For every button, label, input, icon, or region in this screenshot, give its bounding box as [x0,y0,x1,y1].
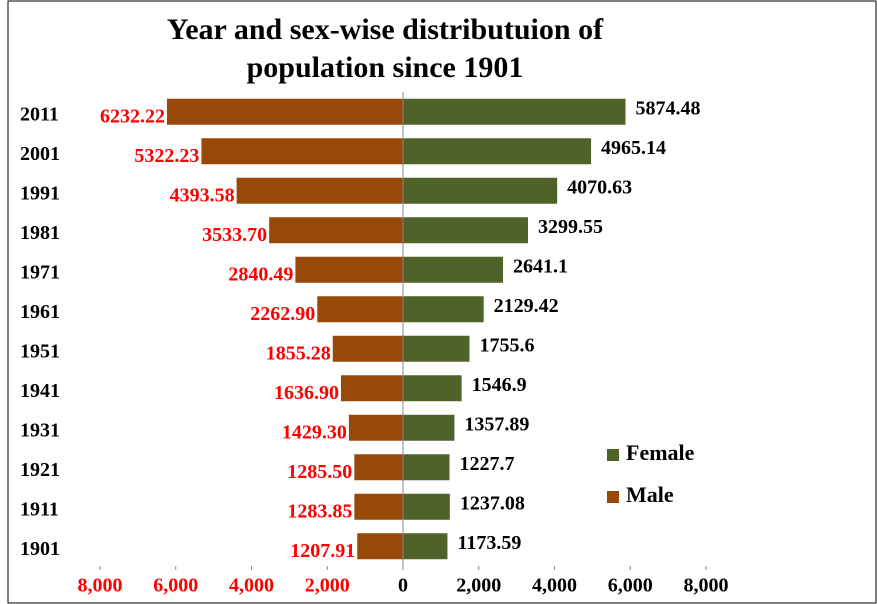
data-label: 2641.1 [513,255,568,277]
x-tick-label: 2,000 [456,575,501,597]
bar [403,493,450,520]
data-label: 1357.89 [464,413,529,435]
bar [357,533,403,560]
bar [295,256,403,283]
y-tick-label: 1991 [20,182,60,204]
bar [403,414,455,441]
data-label: 3299.55 [538,216,603,238]
y-tick-label: 1971 [20,261,60,283]
y-tick-label: 1911 [20,498,59,520]
data-label: 1636.90 [274,382,339,404]
x-tick-label: 4,000 [532,575,577,597]
legend-swatch [607,449,619,461]
data-label: 1283.85 [287,500,352,522]
x-tick-label: 8,000 [684,575,729,597]
bar [348,414,403,441]
data-label: 6232.22 [100,105,165,127]
y-tick-label: 1981 [20,222,60,244]
bar [354,493,403,520]
bar [403,217,528,244]
data-label: 5874.48 [635,97,700,119]
y-tick-label: 1951 [20,340,60,362]
bar [332,335,403,362]
legend-label: Male [626,482,674,507]
bar [166,98,403,125]
legend-swatch [607,491,619,503]
bar [403,533,448,560]
x-tick-label: 2,000 [305,575,350,597]
bar [403,177,558,204]
y-tick-label: 1961 [20,301,60,323]
data-label: 1237.08 [460,492,525,514]
y-tick-label: 2001 [20,143,60,165]
bar [403,335,470,362]
x-tick-label: 0 [398,575,408,597]
x-tick-label: 6,000 [608,575,653,597]
data-label: 2262.90 [250,303,315,325]
bar [354,454,403,481]
data-label: 2840.49 [228,263,293,285]
data-label: 4070.63 [567,176,632,198]
bar [403,454,450,481]
legend-label: Female [626,440,695,465]
chart-title: population since 1901 [247,51,524,84]
x-tick-label: 6,000 [153,575,198,597]
y-tick-label: 1931 [20,419,60,441]
chart-title: Year and sex-wise distributuion of [167,13,604,46]
x-tick-label: 4,000 [229,575,274,597]
x-tick-label: 8,000 [78,575,123,597]
bar [201,138,403,165]
data-label: 1207.91 [290,540,355,562]
data-label: 2129.42 [494,295,559,317]
data-label: 1755.6 [479,334,534,356]
bar [341,375,403,402]
y-tick-label: 1941 [20,380,60,402]
data-label: 4965.14 [601,137,666,159]
data-label: 3533.70 [202,224,267,246]
data-label: 1227.7 [459,453,514,475]
data-label: 1855.28 [266,342,331,364]
y-tick-label: 1921 [20,459,60,481]
bar [317,296,403,323]
bar [236,177,403,204]
data-label: 1546.9 [472,374,527,396]
y-tick-label: 2011 [20,103,59,125]
bar [403,256,504,283]
data-label: 5322.23 [134,145,199,167]
bar [403,375,462,402]
bar [403,296,484,323]
data-label: 1429.30 [282,421,347,443]
y-tick-label: 1901 [20,538,60,560]
bar [403,138,592,165]
data-label: 1285.50 [287,461,352,483]
data-label: 4393.58 [170,184,235,206]
bar [269,217,403,244]
data-label: 1173.59 [457,532,521,554]
bar [403,98,626,125]
